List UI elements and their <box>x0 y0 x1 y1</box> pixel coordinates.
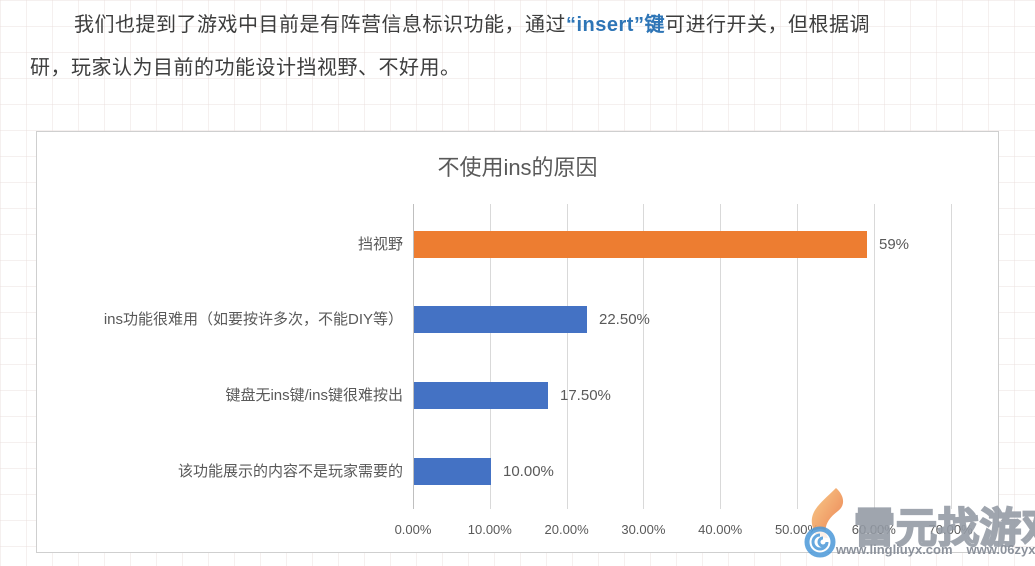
chart-title: 不使用ins的原因 <box>437 155 598 180</box>
bar-1 <box>414 230 867 258</box>
gridline <box>720 204 722 509</box>
gridline <box>489 204 491 509</box>
value-label: 22.50% <box>599 311 650 329</box>
x-axis-tick: 10.00% <box>467 522 512 537</box>
bar-chart: 不使用ins的原因 0.00% 10.00% 20.00% 30.00% 40.00% 5… <box>36 131 999 553</box>
paragraph-text-post: 可进行开关，但根据调 <box>664 14 870 36</box>
category-label: ins功能很难用（如要按许多次，不能DIY等） <box>103 311 403 329</box>
gridline <box>950 204 952 509</box>
value-label: 59% <box>879 235 910 253</box>
paragraph-line-1: 我们也提到了游戏中目前是有阵营信息标识功能，通过“insert”键可进行开关，但… <box>30 4 1008 47</box>
gridline <box>643 204 645 509</box>
gridline <box>797 204 798 509</box>
x-axis-tick: 40.00% <box>698 522 743 537</box>
insert-key-highlight: “insert”键 <box>566 14 665 36</box>
bar-4 <box>414 457 491 485</box>
category-label: 挡视野 <box>357 235 403 253</box>
gridline <box>873 204 875 509</box>
x-axis-tick: 0.00% <box>394 522 432 537</box>
bar-3 <box>414 381 548 409</box>
paragraph-line-2: 研，玩家认为目前的功能设计挡视野、不好用。 <box>30 57 461 79</box>
paragraph: 我们也提到了游戏中目前是有阵营信息标识功能，通过“insert”键可进行开关，但… <box>30 4 1008 90</box>
gridline <box>566 204 568 509</box>
value-label: 17.50% <box>560 386 611 404</box>
paragraph-text-pre: 我们也提到了游戏中目前是有阵营信息标识功能，通过 <box>74 14 566 36</box>
category-label: 该功能展示的内容不是玩家需要的 <box>177 462 403 480</box>
x-axis-tick: 20.00% <box>544 522 589 537</box>
x-axis-tick: 60.00% <box>851 522 896 537</box>
value-label: 10.00% <box>503 462 554 480</box>
x-axis-tick: 30.00% <box>621 522 666 537</box>
category-label: 键盘无ins键/ins键很难按出 <box>225 386 403 404</box>
y-axis-line <box>413 204 414 509</box>
x-axis-tick: 70.00% <box>928 522 973 537</box>
bar-2 <box>414 306 587 334</box>
